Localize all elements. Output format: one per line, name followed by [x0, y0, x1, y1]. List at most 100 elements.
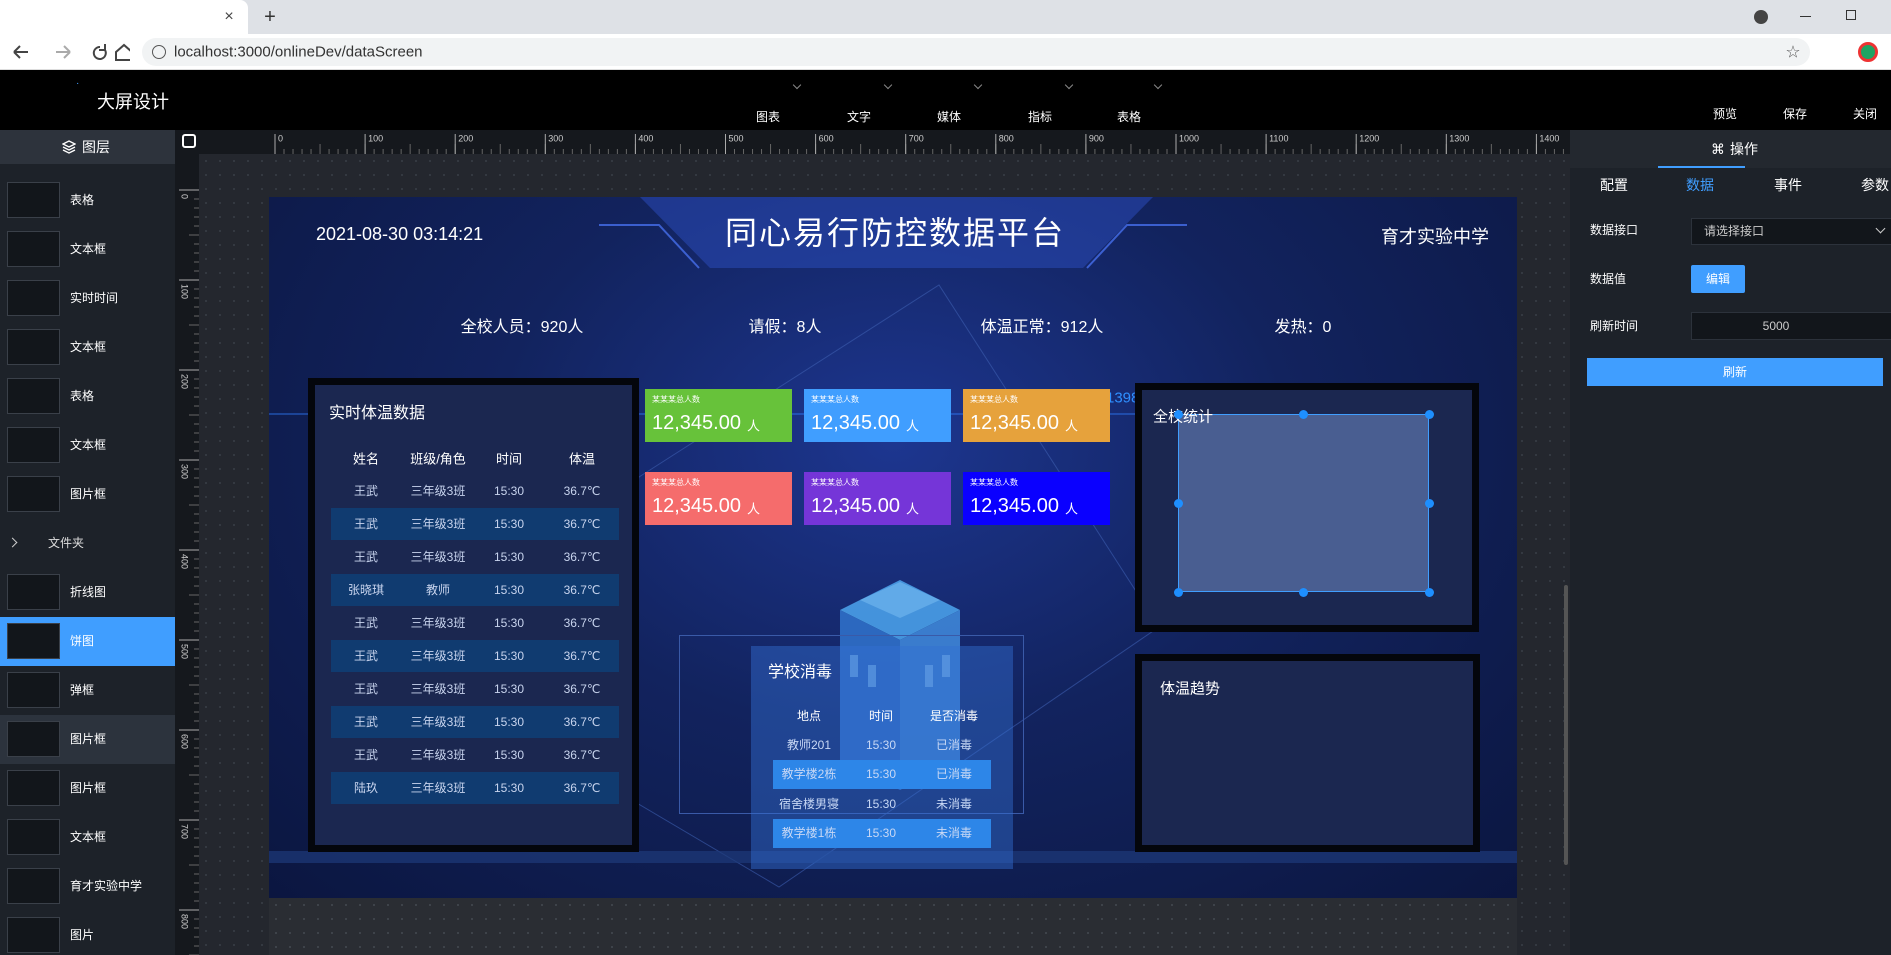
cell: 36.7℃ — [563, 550, 601, 564]
profile-avatar[interactable] — [1858, 42, 1878, 62]
layer-label[interactable]: 图片框 — [70, 732, 107, 746]
resize-handle[interactable] — [1425, 588, 1434, 597]
stat: 请假：8人 — [748, 319, 822, 336]
ruler-label: 600 — [180, 734, 190, 749]
row-stripe — [331, 706, 619, 738]
layer-item[interactable] — [0, 519, 175, 568]
panel-tab[interactable]: 事件 — [1774, 177, 1802, 193]
resize-handle[interactable] — [1425, 410, 1434, 419]
bookmark-star[interactable]: ☆ — [1785, 42, 1801, 62]
layer-label[interactable]: 表格 — [70, 389, 95, 403]
profile-menu[interactable] — [1754, 10, 1768, 24]
cell: 15:30 — [865, 825, 897, 840]
cell: 36.7℃ — [563, 781, 601, 795]
tool-label[interactable]: 指标 — [1027, 110, 1053, 124]
ruler-label: 100 — [368, 133, 383, 143]
action-label[interactable]: 关闭 — [1852, 107, 1878, 121]
tool-label[interactable]: 表格 — [1116, 110, 1142, 124]
logo: 大屏设计 — [97, 92, 169, 112]
nav-buttons[interactable] — [10, 42, 130, 62]
ruler-label: 800 — [180, 914, 190, 929]
cell: 教师201 — [786, 738, 832, 752]
layer-label[interactable]: 育才实验中学 — [70, 879, 143, 893]
layer-label[interactable]: 图片 — [70, 928, 95, 942]
layer-label[interactable]: 饼图 — [70, 634, 95, 648]
layer-label[interactable]: 表格 — [70, 193, 95, 207]
layer-label[interactable]: 实时时间 — [70, 291, 119, 305]
cell: 15:30 — [865, 796, 897, 811]
resize-handle[interactable] — [1174, 410, 1183, 419]
layer-label[interactable]: 折线图 — [70, 585, 107, 599]
layer-thumb — [7, 329, 60, 365]
app-header: · 大屏设计 图表 文字 媒体 指标 表格 预览 保存 关闭 — [0, 70, 1891, 130]
cell: 陆玖 — [353, 781, 379, 795]
temperature-panel: 实时体温数据 姓名 班级/角色 时间 体温 王武 三年级3班 15:30 36.7℃ 王武 三年级3… — [315, 385, 632, 845]
minimize[interactable] — [1800, 16, 1811, 17]
number-input[interactable] — [1691, 312, 1891, 340]
layer-title: 图层 — [82, 139, 110, 155]
panel-title: 全校统计 — [1153, 408, 1214, 426]
action-label[interactable]: 保存 — [1782, 107, 1808, 121]
cell: 王武 — [353, 649, 379, 663]
ruler-eye[interactable] — [182, 134, 196, 148]
tool-label[interactable]: 图表 — [755, 110, 781, 124]
browser-tab[interactable] — [0, 0, 248, 34]
column-header: 班级/角色 — [410, 451, 466, 467]
cell: 王武 — [353, 682, 379, 696]
resize-handle[interactable] — [1299, 588, 1308, 597]
url-box[interactable] — [142, 38, 1810, 66]
layer-label[interactable]: 文本框 — [70, 242, 107, 256]
resize-handle[interactable] — [1174, 499, 1183, 508]
resize-handle[interactable] — [1299, 410, 1308, 419]
layer-label[interactable]: 弹框 — [70, 683, 95, 697]
layer-label[interactable]: 文本框 — [70, 340, 107, 354]
panel-tab[interactable]: 参数 — [1861, 177, 1889, 193]
tool-label[interactable]: 文字 — [846, 110, 872, 124]
select-placeholder[interactable]: 请选择接口 — [1704, 224, 1765, 238]
column-header: 时间 — [495, 451, 523, 467]
stat-card — [645, 472, 792, 525]
data-screen: 2021-08-30 03:14:21 同心易行防控数据平台 育才实验中学 全校人员：… — [269, 197, 1517, 898]
row-stripe — [331, 772, 619, 804]
resize-handle[interactable] — [1425, 499, 1434, 508]
cell: 王武 — [353, 484, 379, 498]
stat: 发热：0 — [1274, 319, 1332, 336]
layer-label[interactable]: 文本框 — [70, 438, 107, 452]
number-value[interactable]: 5000 — [1762, 319, 1790, 333]
refresh-button[interactable] — [1587, 358, 1883, 386]
ruler-label: 500 — [180, 644, 190, 659]
new-tab[interactable]: + — [264, 6, 276, 28]
restore[interactable] — [1846, 10, 1856, 20]
tool-label[interactable]: 媒体 — [936, 110, 962, 124]
tab-close[interactable]: × — [224, 8, 234, 25]
panel-tab[interactable]: 配置 — [1600, 177, 1628, 193]
card-label: 某某某总人数 — [652, 395, 700, 404]
ruler-label: 200 — [180, 374, 190, 389]
layer-label[interactable]: 文件夹 — [48, 536, 85, 550]
op-header — [1570, 130, 1891, 168]
cell: 36.7℃ — [563, 517, 601, 531]
info-icon[interactable] — [152, 45, 166, 59]
panel-tab[interactable]: 数据 — [1686, 177, 1714, 193]
cell: 15:30 — [493, 616, 525, 630]
edit-button[interactable] — [1691, 265, 1745, 293]
action-label[interactable]: 预览 — [1712, 107, 1738, 121]
cell: 15:30 — [493, 583, 525, 597]
tab-strip: × + — [0, 0, 1891, 34]
cell: 未消毒 — [935, 825, 973, 840]
card-value: 12,345.00 — [970, 412, 1059, 434]
card-unit: 人 — [906, 501, 920, 517]
stat-card — [804, 389, 951, 442]
resize-handle[interactable] — [1174, 588, 1183, 597]
layer-label[interactable]: 文本框 — [70, 830, 107, 844]
layer-label[interactable]: 图片框 — [70, 781, 107, 795]
cell: 36.7℃ — [563, 715, 601, 729]
card-value: 12,345.00 — [652, 495, 741, 517]
layer-label[interactable]: 图片框 — [70, 487, 107, 501]
refresh-label[interactable]: 刷新 — [1722, 365, 1748, 379]
scrollbar[interactable] — [1564, 585, 1568, 865]
select-box[interactable] — [1691, 218, 1891, 245]
edit-button-label[interactable]: 编辑 — [1705, 272, 1731, 286]
selection-outline — [679, 635, 1024, 814]
